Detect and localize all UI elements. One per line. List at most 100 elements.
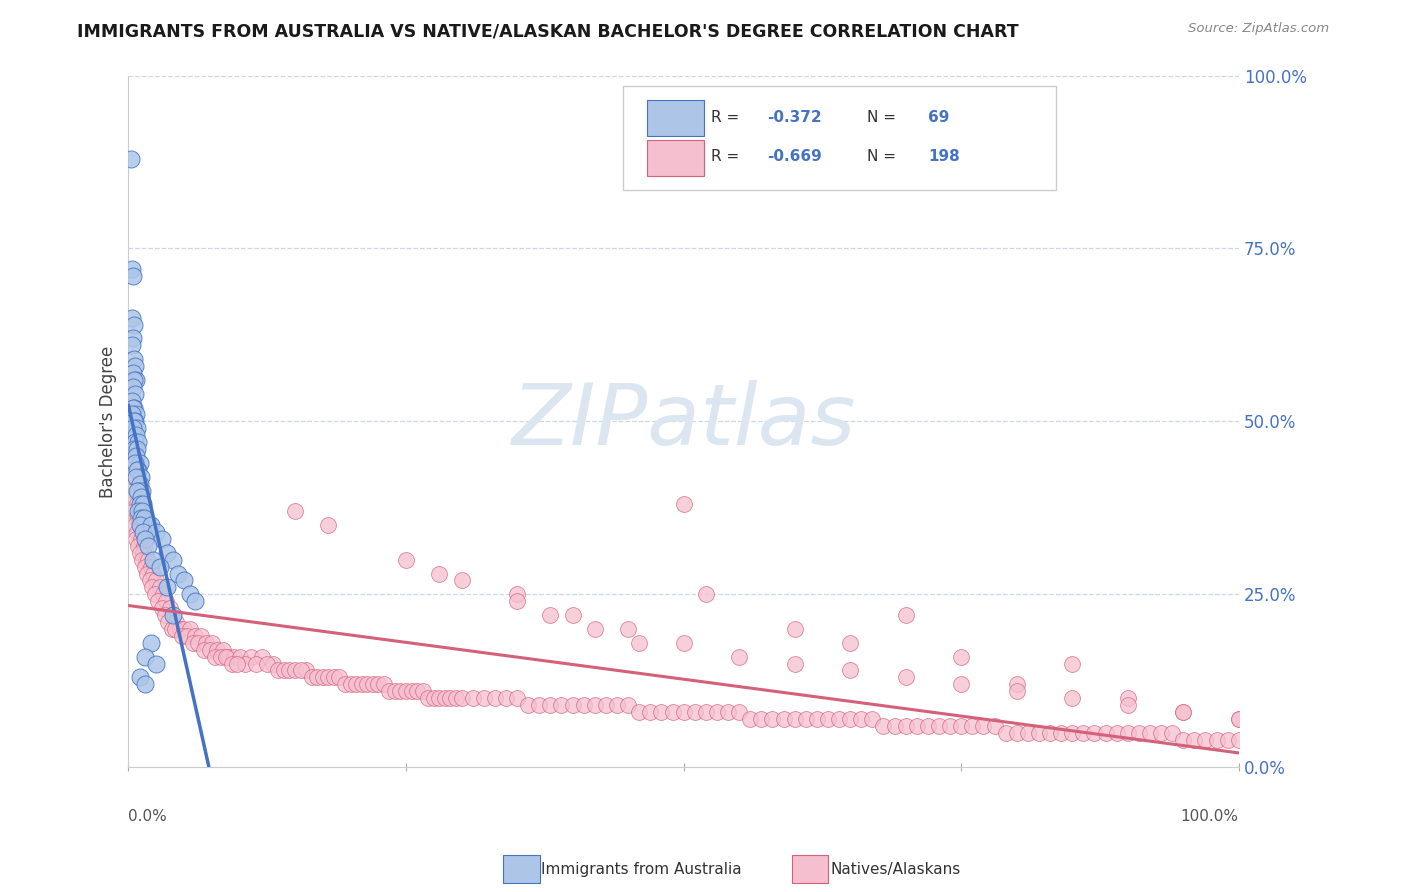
Point bbox=[617, 698, 640, 712]
Point bbox=[295, 664, 318, 678]
Point bbox=[749, 712, 772, 726]
Point bbox=[267, 664, 290, 678]
Point bbox=[134, 532, 156, 546]
Point bbox=[728, 705, 751, 719]
Point bbox=[395, 553, 418, 567]
Point bbox=[350, 677, 373, 691]
Point bbox=[222, 649, 245, 664]
Point bbox=[122, 373, 145, 387]
Point bbox=[128, 546, 150, 560]
Point bbox=[1005, 725, 1028, 739]
Point bbox=[148, 581, 170, 595]
Point bbox=[122, 421, 145, 435]
Point bbox=[423, 691, 446, 706]
Point bbox=[121, 338, 143, 352]
Point bbox=[128, 476, 150, 491]
Text: Source: ZipAtlas.com: Source: ZipAtlas.com bbox=[1188, 22, 1329, 36]
Point bbox=[179, 622, 201, 636]
Point bbox=[121, 463, 143, 477]
Point bbox=[628, 705, 651, 719]
FancyBboxPatch shape bbox=[647, 140, 703, 176]
Point bbox=[1173, 705, 1195, 719]
Point bbox=[142, 553, 165, 567]
Point bbox=[672, 636, 695, 650]
Point bbox=[538, 608, 561, 623]
Point bbox=[122, 331, 145, 345]
Point bbox=[124, 456, 146, 470]
Point bbox=[176, 629, 198, 643]
Text: -0.669: -0.669 bbox=[766, 149, 821, 164]
Point bbox=[950, 649, 973, 664]
Point bbox=[418, 691, 440, 706]
Point bbox=[406, 684, 429, 698]
Point bbox=[444, 691, 467, 706]
Point bbox=[595, 698, 617, 712]
Point bbox=[128, 456, 150, 470]
Point bbox=[165, 622, 187, 636]
Point bbox=[122, 401, 145, 415]
Text: R =: R = bbox=[711, 110, 745, 125]
Point bbox=[461, 691, 484, 706]
Point bbox=[772, 712, 794, 726]
Point bbox=[278, 664, 301, 678]
Point bbox=[173, 622, 195, 636]
Point bbox=[994, 725, 1017, 739]
Point bbox=[139, 559, 162, 574]
Point bbox=[215, 649, 238, 664]
Point bbox=[190, 629, 212, 643]
Y-axis label: Bachelor's Degree: Bachelor's Degree bbox=[100, 345, 117, 498]
Point bbox=[121, 408, 143, 422]
Point bbox=[124, 435, 146, 450]
Point bbox=[650, 705, 672, 719]
Point bbox=[132, 524, 155, 539]
Point bbox=[127, 497, 149, 511]
Point bbox=[412, 684, 434, 698]
Point bbox=[121, 310, 143, 325]
Point bbox=[344, 677, 367, 691]
Point bbox=[127, 442, 149, 456]
Point bbox=[373, 677, 395, 691]
Point bbox=[1182, 732, 1205, 747]
Point bbox=[250, 649, 273, 664]
Point bbox=[167, 566, 190, 581]
Point bbox=[162, 608, 184, 623]
Point bbox=[233, 657, 256, 671]
Point bbox=[125, 408, 148, 422]
Point bbox=[148, 594, 170, 608]
Point bbox=[1161, 725, 1184, 739]
Point bbox=[128, 518, 150, 533]
Point bbox=[127, 435, 149, 450]
Point bbox=[122, 269, 145, 284]
Point bbox=[538, 698, 561, 712]
Point bbox=[184, 629, 207, 643]
Point bbox=[301, 670, 323, 684]
Point bbox=[1105, 725, 1128, 739]
Point bbox=[127, 421, 149, 435]
Point bbox=[683, 705, 706, 719]
Point bbox=[617, 622, 640, 636]
Point bbox=[950, 719, 973, 733]
Point bbox=[284, 504, 307, 518]
Point bbox=[367, 677, 389, 691]
Point bbox=[318, 670, 340, 684]
Point bbox=[124, 359, 146, 373]
Point bbox=[122, 469, 145, 483]
Point bbox=[148, 559, 170, 574]
Point bbox=[1116, 725, 1139, 739]
Point bbox=[583, 622, 606, 636]
Text: 0.0%: 0.0% bbox=[128, 809, 167, 824]
Point bbox=[179, 587, 201, 601]
Point bbox=[1062, 657, 1084, 671]
Point bbox=[156, 546, 179, 560]
Point bbox=[839, 636, 862, 650]
Point bbox=[262, 657, 284, 671]
Point bbox=[484, 691, 506, 706]
Point bbox=[427, 691, 450, 706]
Point bbox=[1028, 725, 1050, 739]
Point bbox=[1205, 732, 1227, 747]
Point bbox=[817, 712, 839, 726]
Point bbox=[917, 719, 939, 733]
Point bbox=[135, 553, 157, 567]
Point bbox=[740, 712, 762, 726]
Point bbox=[139, 636, 162, 650]
